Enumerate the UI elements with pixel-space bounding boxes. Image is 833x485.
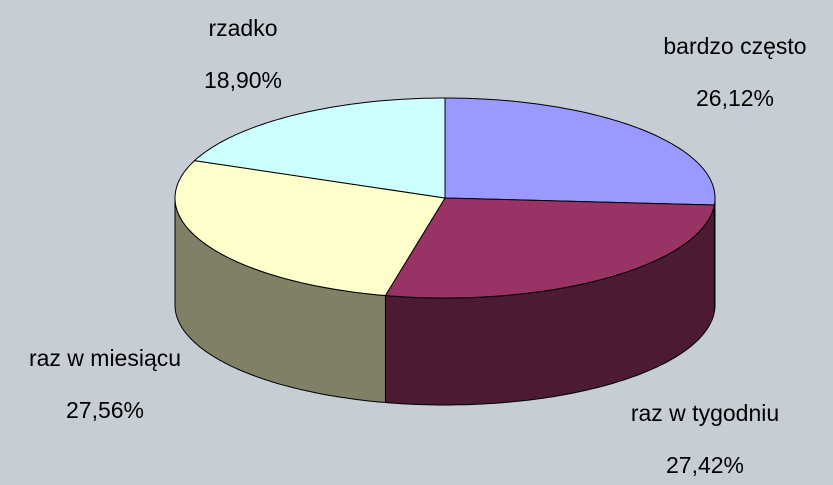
slice	[174, 160, 446, 297]
slice	[384, 197, 715, 299]
slice	[193, 97, 446, 199]
slice-value-label: 26,12%	[696, 85, 774, 111]
slice-value-label: 18,90%	[204, 67, 282, 93]
slice-label: bardzo często	[663, 33, 806, 59]
slice-label: raz w tygodniu	[631, 400, 779, 426]
slice	[444, 97, 716, 206]
slice-label: raz w miesiącu	[29, 345, 181, 371]
slice-value-label: 27,56%	[66, 397, 144, 423]
slice-label: rzadko	[208, 15, 277, 41]
slice-value-label: 27,42%	[666, 452, 744, 478]
